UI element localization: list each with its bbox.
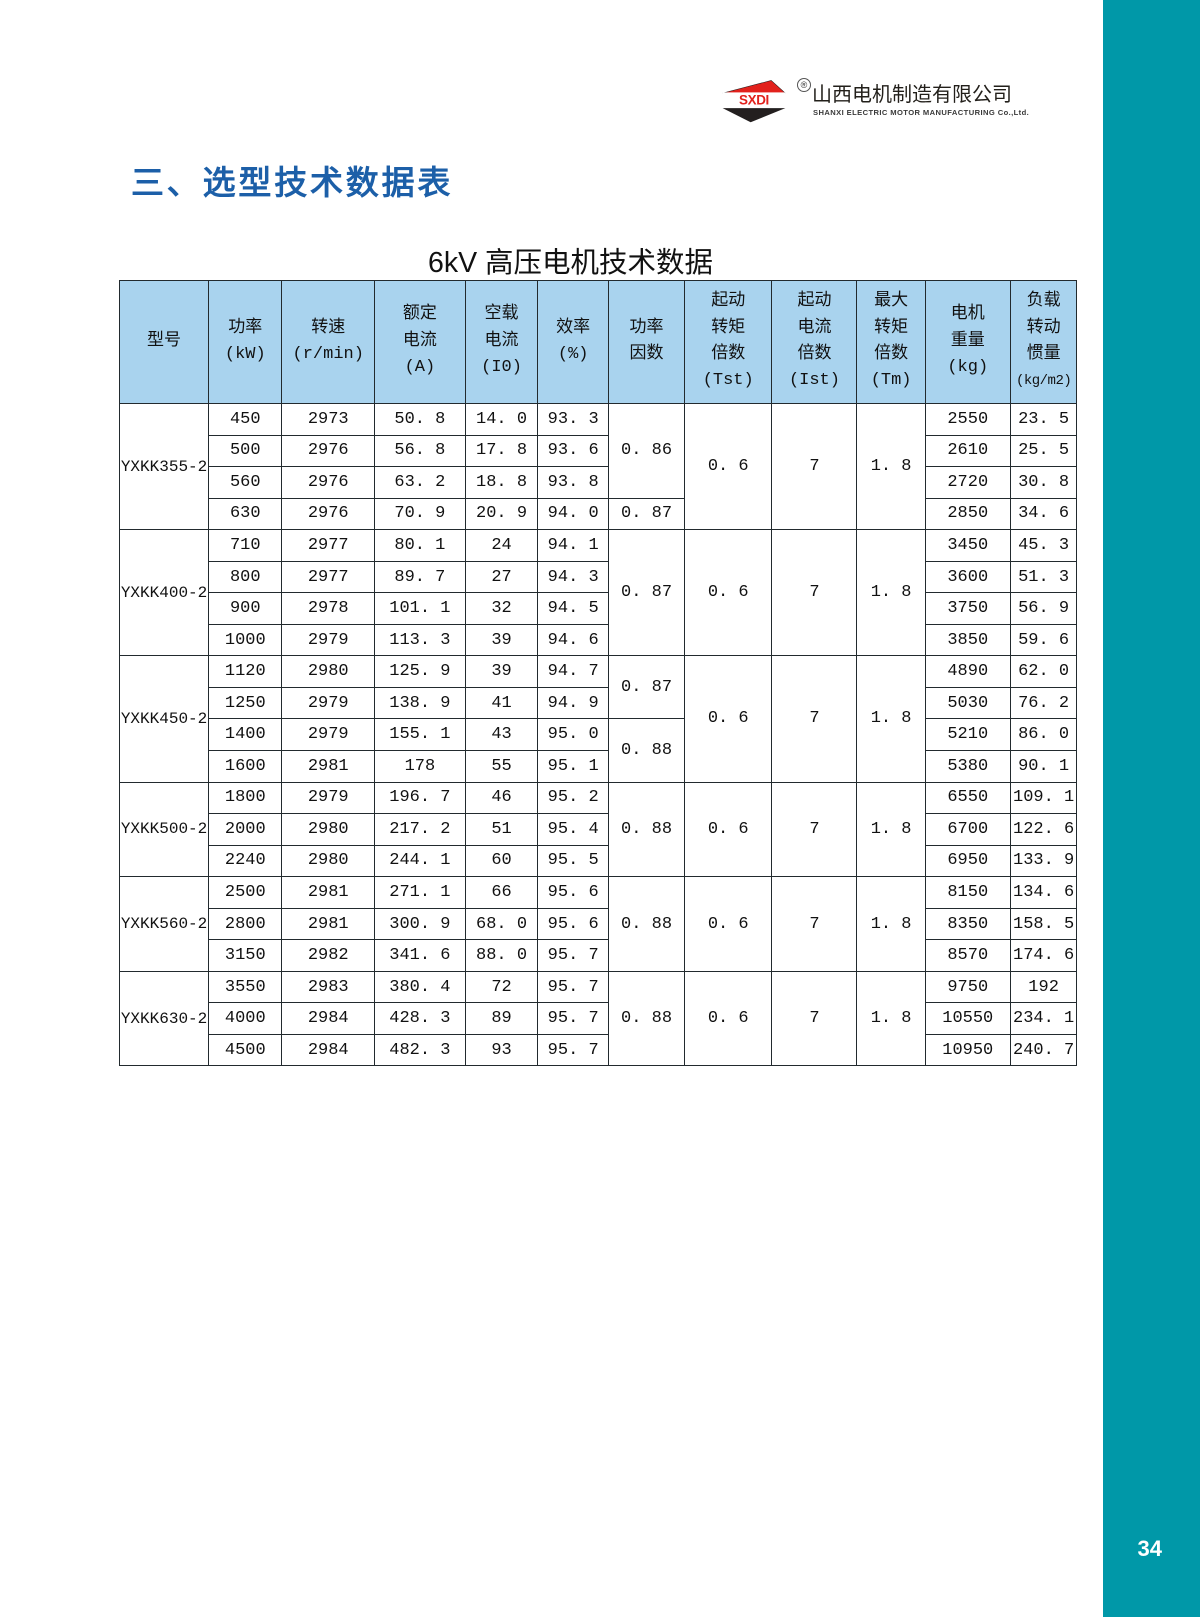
svg-text:SXDI: SXDI: [739, 92, 769, 107]
